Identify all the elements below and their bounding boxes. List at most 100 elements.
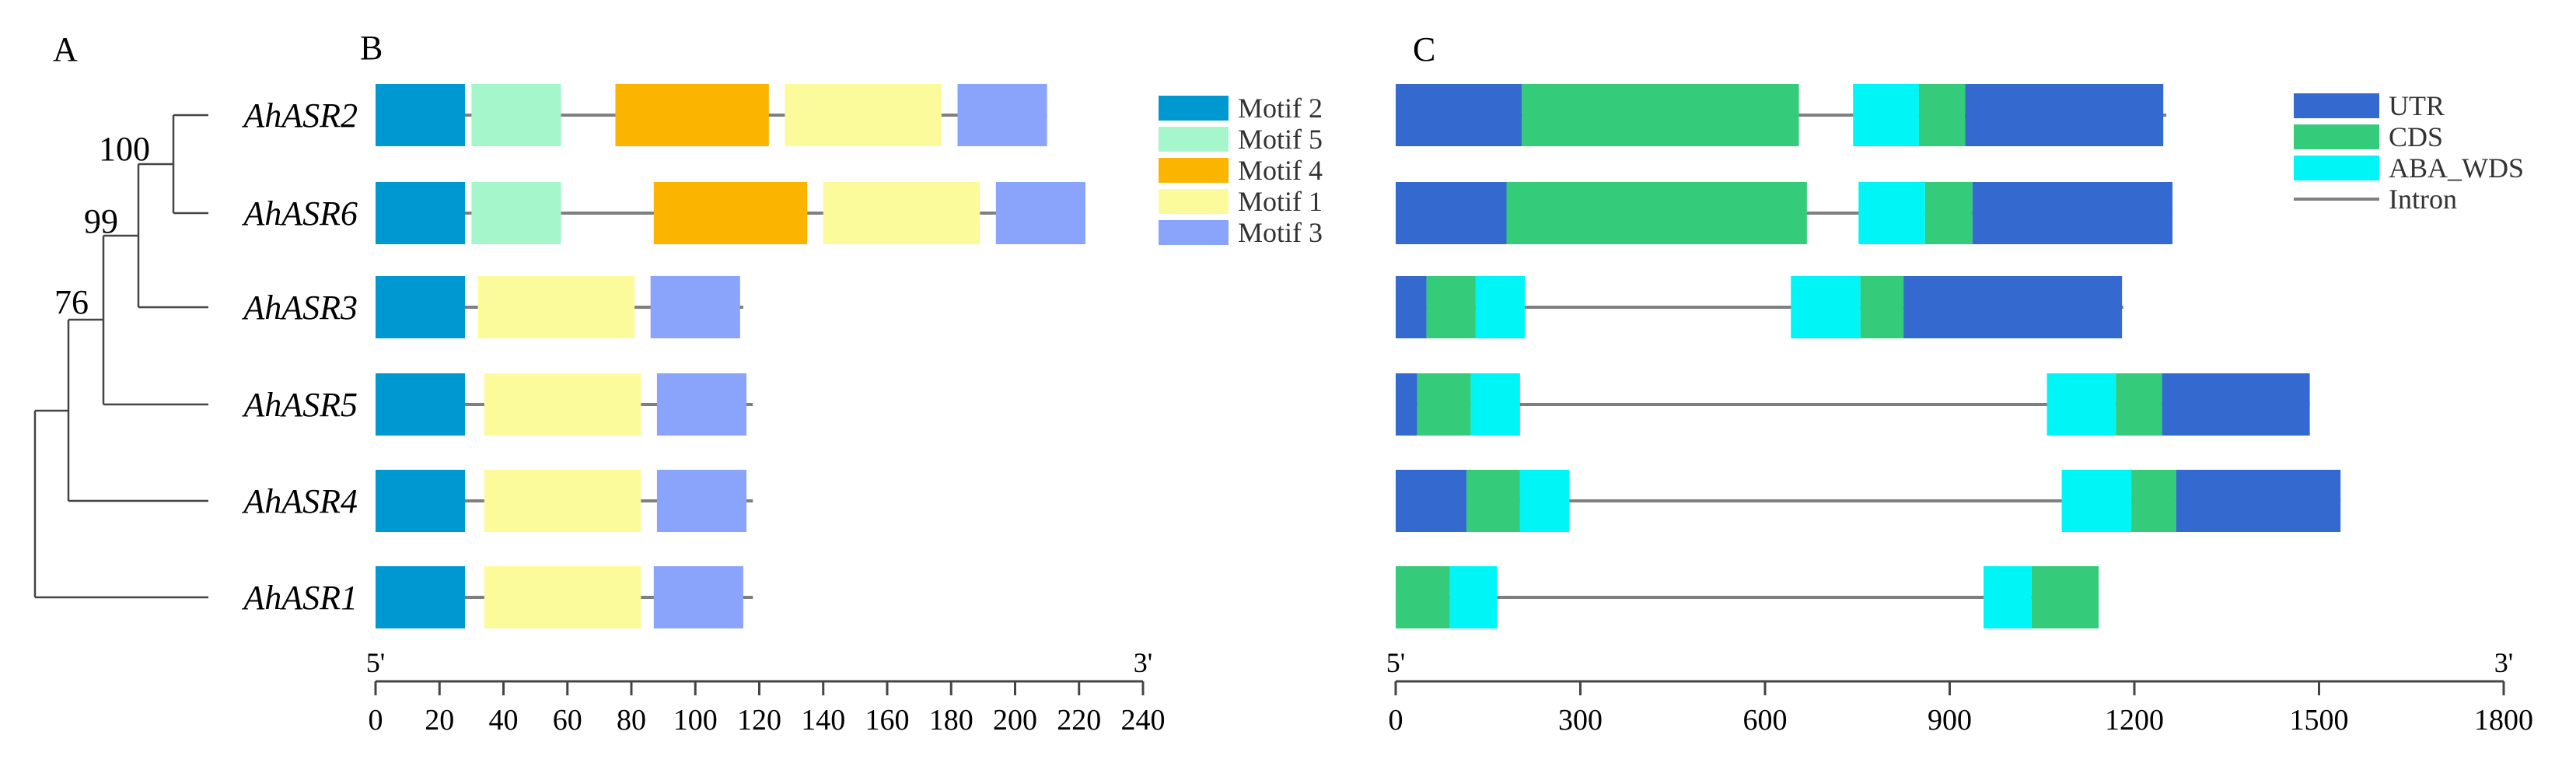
motif-box-motif2 <box>376 373 466 436</box>
motif-box-motif3 <box>653 566 743 628</box>
structure-axis-end-label: 3' <box>2494 647 2514 678</box>
structure-segment-utr <box>2162 373 2310 436</box>
gene-label-ahasr5: AhASR5 <box>241 386 358 424</box>
motif-axis-start-label: 5' <box>366 647 386 678</box>
motif-axis-tick-label: 40 <box>489 704 519 737</box>
structure-axis-tick-label: 0 <box>1389 704 1403 737</box>
structure-segment-cds <box>1426 276 1476 338</box>
motif-axis-tick-label: 120 <box>737 704 781 737</box>
legend-swatch-cds <box>2294 124 2379 149</box>
structure-segment-utr <box>1396 470 1467 532</box>
structure-axis-tick-label: 900 <box>1928 704 1972 737</box>
structure-segment-utr <box>1972 182 2173 244</box>
motif-box-motif5 <box>471 182 561 244</box>
motif-box-motif3 <box>656 470 747 532</box>
motif-box-motif4 <box>615 84 769 146</box>
motif-axis-tick-label: 240 <box>1121 704 1166 737</box>
legend-swatch-motif4 <box>1159 158 1229 183</box>
motif-axis-end-label: 3' <box>1134 647 1153 678</box>
structure-segment-cds <box>1417 373 1471 436</box>
structure-segment-utr <box>1396 84 1522 146</box>
structure-segment-cds <box>2131 470 2176 532</box>
motif-axis-tick-label: 20 <box>425 704 454 737</box>
structure-segment-cds <box>1522 84 1799 146</box>
structure-segment-cds <box>1918 84 1966 146</box>
bootstrap-value: 100 <box>99 130 150 168</box>
structure-segment-aba <box>1470 373 1520 436</box>
motif-box-motif2 <box>376 84 466 146</box>
structure-segment-utr <box>1396 182 1507 244</box>
structure-segment-aba <box>1858 182 1925 244</box>
panel-label-c: C <box>1413 30 1435 68</box>
gene-label-ahasr2: AhASR2 <box>241 96 358 135</box>
motif-box-motif1 <box>484 373 641 436</box>
structure-segment-aba <box>2046 373 2116 436</box>
motif-box-motif1 <box>785 84 942 146</box>
motif-box-motif4 <box>653 182 808 244</box>
legend-label-motif5: Motif 5 <box>1238 124 1323 155</box>
gene-label-ahasr3: AhASR3 <box>241 289 358 327</box>
legend-label-intron: Intron <box>2389 184 2457 215</box>
legend-label-aba: ABA_WDS <box>2389 152 2524 184</box>
structure-segment-aba <box>1449 566 1498 628</box>
legend-label-motif4: Motif 4 <box>1238 155 1323 186</box>
motif-box-motif3 <box>995 182 1085 244</box>
motif-box-motif1 <box>484 566 641 628</box>
motif-axis-tick-label: 200 <box>993 704 1037 737</box>
panel-label-a: A <box>53 30 78 68</box>
legend-label-motif2: Motif 2 <box>1238 93 1323 124</box>
motif-axis-tick-label: 180 <box>929 704 973 737</box>
motif-axis-tick-label: 160 <box>865 704 910 737</box>
structure-axis-tick-label: 600 <box>1743 704 1788 737</box>
gene-label-ahasr1: AhASR1 <box>241 579 358 617</box>
legend-swatch-motif1 <box>1159 189 1229 214</box>
gene-label-ahasr6: AhASR6 <box>241 194 358 233</box>
motif-axis-tick-label: 0 <box>369 704 383 737</box>
structure-segment-aba <box>1791 276 1861 338</box>
legend-swatch-aba <box>2294 156 2379 180</box>
structure-segment-cds <box>1924 182 1973 244</box>
structure-segment-utr <box>1396 276 1427 338</box>
motif-box-motif3 <box>656 373 747 436</box>
motif-box-motif2 <box>376 182 466 244</box>
motif-box-motif3 <box>957 84 1047 146</box>
structure-segment-aba <box>1519 470 1570 532</box>
structure-segment-cds <box>2116 373 2162 436</box>
structure-segment-aba <box>1984 566 2032 628</box>
legend-label-motif3: Motif 3 <box>1238 217 1323 248</box>
motif-box-motif2 <box>376 470 466 532</box>
structure-axis-tick-label: 300 <box>1558 704 1603 737</box>
structure-axis-tick-label: 1200 <box>2105 704 2164 737</box>
motif-axis-tick-label: 100 <box>673 704 718 737</box>
gene-labels: AhASR2 AhASR6 AhASR3 AhASR5 AhASR4 AhASR1 <box>241 96 358 617</box>
structure-segment-aba <box>1475 276 1526 338</box>
panel-label-b: B <box>360 29 383 67</box>
motif-axis-tick-label: 140 <box>801 704 845 737</box>
structure-segment-cds <box>1396 566 1450 628</box>
motif-box-motif1 <box>477 276 635 338</box>
legend-swatch-motif2 <box>1159 96 1229 121</box>
legend-swatch-motif5 <box>1159 127 1229 152</box>
structure-segment-cds <box>1506 182 1807 244</box>
motif-box-motif5 <box>471 84 561 146</box>
bootstrap-value: 76 <box>54 283 89 321</box>
structure-segment-aba <box>1853 84 1919 146</box>
legend-label-cds: CDS <box>2389 121 2443 152</box>
motif-axis-tick-label: 220 <box>1057 704 1101 737</box>
structure-segment-utr <box>2176 470 2341 532</box>
structure-segment-cds <box>1860 276 1904 338</box>
motif-box-motif2 <box>376 566 466 628</box>
motif-axis-tick-label: 80 <box>617 704 646 737</box>
structure-segment-utr <box>1965 84 2164 146</box>
structure-segment-aba <box>2061 470 2132 532</box>
motif-box-motif1 <box>484 470 641 532</box>
bootstrap-value: 99 <box>84 202 118 240</box>
phylogenetic-tree: 100 99 76 <box>33 114 208 599</box>
legend-swatch-motif3 <box>1159 220 1229 245</box>
structure-segment-cds <box>2031 566 2099 628</box>
legend-label-motif1: Motif 1 <box>1238 186 1323 217</box>
structure-segment-cds <box>1466 470 1520 532</box>
legend-swatch-utr <box>2294 93 2379 118</box>
